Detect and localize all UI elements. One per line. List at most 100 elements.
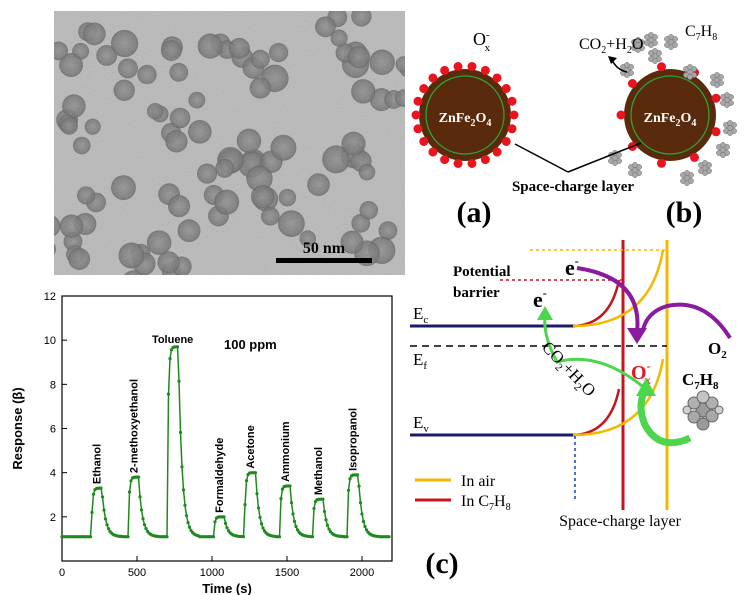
response-point bbox=[355, 473, 360, 477]
oxygen-adsorbate-dot bbox=[440, 155, 450, 165]
toluene-molecule-icon bbox=[682, 390, 724, 431]
y-tick-label: 4 bbox=[50, 468, 56, 480]
response-point bbox=[142, 523, 147, 527]
potential-barrier-label-2: barrier bbox=[453, 285, 500, 301]
response-point bbox=[357, 484, 361, 488]
plot-frame bbox=[61, 295, 393, 562]
oxygen-adsorbate-dot bbox=[711, 127, 721, 137]
response-point bbox=[166, 392, 171, 396]
response-point bbox=[105, 523, 109, 527]
response-point bbox=[99, 486, 103, 490]
oxygen-adsorbate-dot bbox=[411, 110, 421, 120]
response-point bbox=[211, 535, 216, 539]
oxygen-adsorbate-dot bbox=[656, 62, 666, 72]
y-axis-label: Response (β) bbox=[10, 387, 25, 469]
potential-barrier-label-1: Potential bbox=[453, 264, 511, 280]
response-point bbox=[90, 510, 94, 514]
x-tick-label: 1000 bbox=[200, 567, 224, 579]
response-point bbox=[288, 484, 292, 488]
oxygen-adsorbate-dot bbox=[419, 136, 429, 146]
toluene-molecule bbox=[683, 64, 697, 80]
oxygen-adsorbate-dot bbox=[656, 158, 666, 168]
band-products-label: CO2+H2O bbox=[536, 338, 600, 403]
response-point bbox=[312, 506, 316, 511]
particle-b: ZnFe2O4 bbox=[616, 62, 721, 168]
panel-label-a: (a) bbox=[457, 196, 492, 229]
oxygen-adsorbate-dot bbox=[428, 147, 438, 157]
response-points bbox=[60, 345, 391, 539]
toluene-molecule bbox=[644, 32, 658, 48]
svg-text:ZnFe2O4: ZnFe2O4 bbox=[439, 111, 492, 129]
products-label: CO2+H2O bbox=[579, 36, 643, 56]
response-point bbox=[222, 515, 226, 519]
oxygen-adsorbate-dot bbox=[509, 110, 519, 120]
response-point bbox=[213, 520, 217, 524]
response-point bbox=[256, 506, 261, 510]
y-tick-label: 10 bbox=[44, 335, 56, 347]
x-tick-label: 1500 bbox=[275, 567, 299, 579]
oxygen-adsorbate-dot bbox=[492, 147, 502, 157]
response-point bbox=[358, 501, 363, 505]
response-point bbox=[225, 526, 229, 530]
x-axis-label: Time (s) bbox=[202, 581, 252, 595]
response-point bbox=[138, 495, 142, 499]
band-space-charge-label: Space-charge layer bbox=[559, 513, 682, 530]
ev-label: Ev bbox=[413, 413, 429, 435]
scale-bar bbox=[276, 258, 372, 263]
oxygen-adsorbate-dot bbox=[480, 155, 490, 165]
response-point bbox=[322, 509, 327, 514]
oxygen-adsorbate-dot bbox=[413, 96, 423, 106]
y-tick-label: 8 bbox=[50, 379, 56, 391]
response-point bbox=[295, 528, 300, 532]
band-diagram: Potential barrier e- e- Ec Ef Ev O2 O-x bbox=[405, 240, 752, 595]
response-point bbox=[181, 488, 186, 492]
response-point bbox=[144, 527, 148, 531]
response-point bbox=[363, 524, 367, 529]
response-point bbox=[291, 512, 295, 516]
electron-label-bottom: e- bbox=[533, 286, 547, 312]
gas-label: Ethanol bbox=[92, 444, 104, 484]
ec-label: Ec bbox=[413, 304, 428, 326]
svg-text:ZnFe2O4: ZnFe2O4 bbox=[644, 111, 697, 129]
response-point bbox=[277, 535, 282, 539]
oxygen-adsorbate-dot bbox=[440, 65, 450, 75]
response-point bbox=[168, 357, 172, 361]
oxygen-adsorbate-dot bbox=[480, 65, 490, 75]
response-point bbox=[100, 495, 105, 499]
response-point bbox=[327, 527, 331, 531]
response-point bbox=[244, 479, 249, 483]
response-point bbox=[310, 535, 315, 539]
gas-labels: Ethanol 2-methoxyethanol Toluene Formaldehy… bbox=[92, 334, 360, 513]
gas-label: Isopropanol bbox=[348, 408, 360, 471]
particle-schematic: ZnFe2O4 O-x ZnFe2O4 CO2+H2O C7H8 bbox=[405, 0, 752, 240]
toluene-molecule bbox=[720, 92, 734, 108]
toluene-molecule bbox=[710, 72, 724, 88]
response-point bbox=[289, 501, 294, 505]
response-point bbox=[129, 479, 133, 483]
x-tick-label: 500 bbox=[128, 567, 146, 579]
ef-label: Ef bbox=[413, 350, 427, 372]
response-point bbox=[348, 477, 352, 481]
response-point bbox=[360, 512, 364, 516]
response-point bbox=[346, 488, 351, 492]
response-point bbox=[325, 523, 330, 528]
response-point bbox=[184, 514, 189, 518]
legend-air-label: In air bbox=[461, 473, 496, 490]
gas-label: Methanol bbox=[313, 447, 325, 495]
toluene-molecule bbox=[680, 170, 694, 186]
response-point bbox=[258, 515, 262, 520]
legend-toluene-label: In C7H8 bbox=[461, 493, 511, 513]
oxygen-adsorbate-dot bbox=[627, 79, 637, 89]
gas-label: Formaldehyde bbox=[214, 438, 226, 513]
response-point bbox=[364, 528, 369, 532]
response-point bbox=[136, 475, 141, 479]
oxygen-adsorbate-dot bbox=[428, 73, 438, 83]
response-point bbox=[139, 508, 144, 512]
response-point bbox=[183, 503, 187, 507]
response-point bbox=[102, 508, 106, 512]
gas-label: Ammonium bbox=[280, 421, 292, 482]
response-point bbox=[223, 521, 228, 525]
scale-bar-label: 50 nm bbox=[303, 240, 346, 257]
oxygen-adsorbate-dot bbox=[501, 84, 511, 94]
toluene-molecule bbox=[664, 34, 678, 50]
